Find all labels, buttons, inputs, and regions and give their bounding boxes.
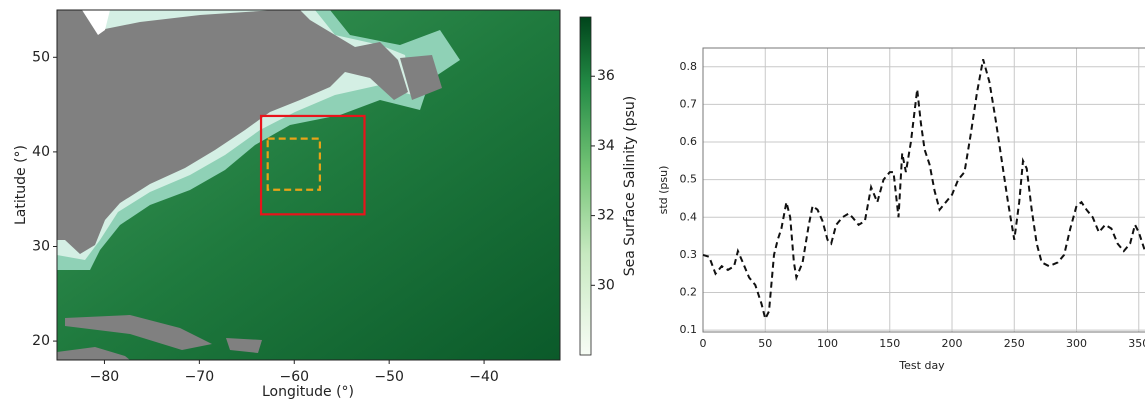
colorbar-tick-label: 32 <box>597 208 615 224</box>
line-series <box>702 59 1145 322</box>
map-frame <box>56 9 561 361</box>
y-tick-label: 0.7 <box>680 97 698 110</box>
y-tick-label: 20 <box>32 333 50 349</box>
y-tick-label: 0.2 <box>680 286 698 299</box>
y-tick-label: 0.8 <box>680 60 698 73</box>
y-tick-label: 0.3 <box>680 248 698 261</box>
x-tick-label: 0 <box>700 337 707 350</box>
colorbar-tick-label: 36 <box>597 68 615 84</box>
y-axis-label: Latitude (°) <box>13 145 29 225</box>
region-box <box>259 114 366 216</box>
colorbar <box>579 16 592 356</box>
x-tick-label: 300 <box>1066 337 1087 350</box>
plot-frame <box>702 47 1145 333</box>
y-tick-label: 0.6 <box>680 135 698 148</box>
x-tick-label: 250 <box>1004 337 1025 350</box>
colorbar-label: Sea Surface Salinity (psu) <box>622 96 638 277</box>
y-tick-label: 50 <box>32 49 50 65</box>
y-tick-label: 0.1 <box>680 323 698 336</box>
x-tick-label: −80 <box>90 369 120 385</box>
y-tick-label: 0.5 <box>680 173 698 186</box>
x-tick-label: −60 <box>279 369 309 385</box>
x-tick-label: −40 <box>469 369 499 385</box>
colorbar-tick-label: 30 <box>597 277 615 293</box>
x-tick-label: −70 <box>185 369 215 385</box>
x-axis-label: Longitude (°) <box>262 384 354 400</box>
x-tick-label: 50 <box>758 337 772 350</box>
x-tick-label: 350 <box>1128 337 1145 350</box>
y-tick-label: 0.4 <box>680 210 698 223</box>
y-tick-label: 40 <box>32 144 50 160</box>
x-axis-label: Test day <box>898 359 945 372</box>
y-tick-label: 30 <box>32 238 50 254</box>
x-tick-label: 100 <box>817 337 838 350</box>
map-image <box>57 10 560 360</box>
y-axis-label: std (psu) <box>657 166 670 215</box>
x-tick-label: −50 <box>374 369 404 385</box>
x-tick-label: 200 <box>942 337 963 350</box>
region-box <box>266 137 321 191</box>
colorbar-tick-label: 34 <box>597 138 615 154</box>
x-tick-label: 150 <box>879 337 900 350</box>
